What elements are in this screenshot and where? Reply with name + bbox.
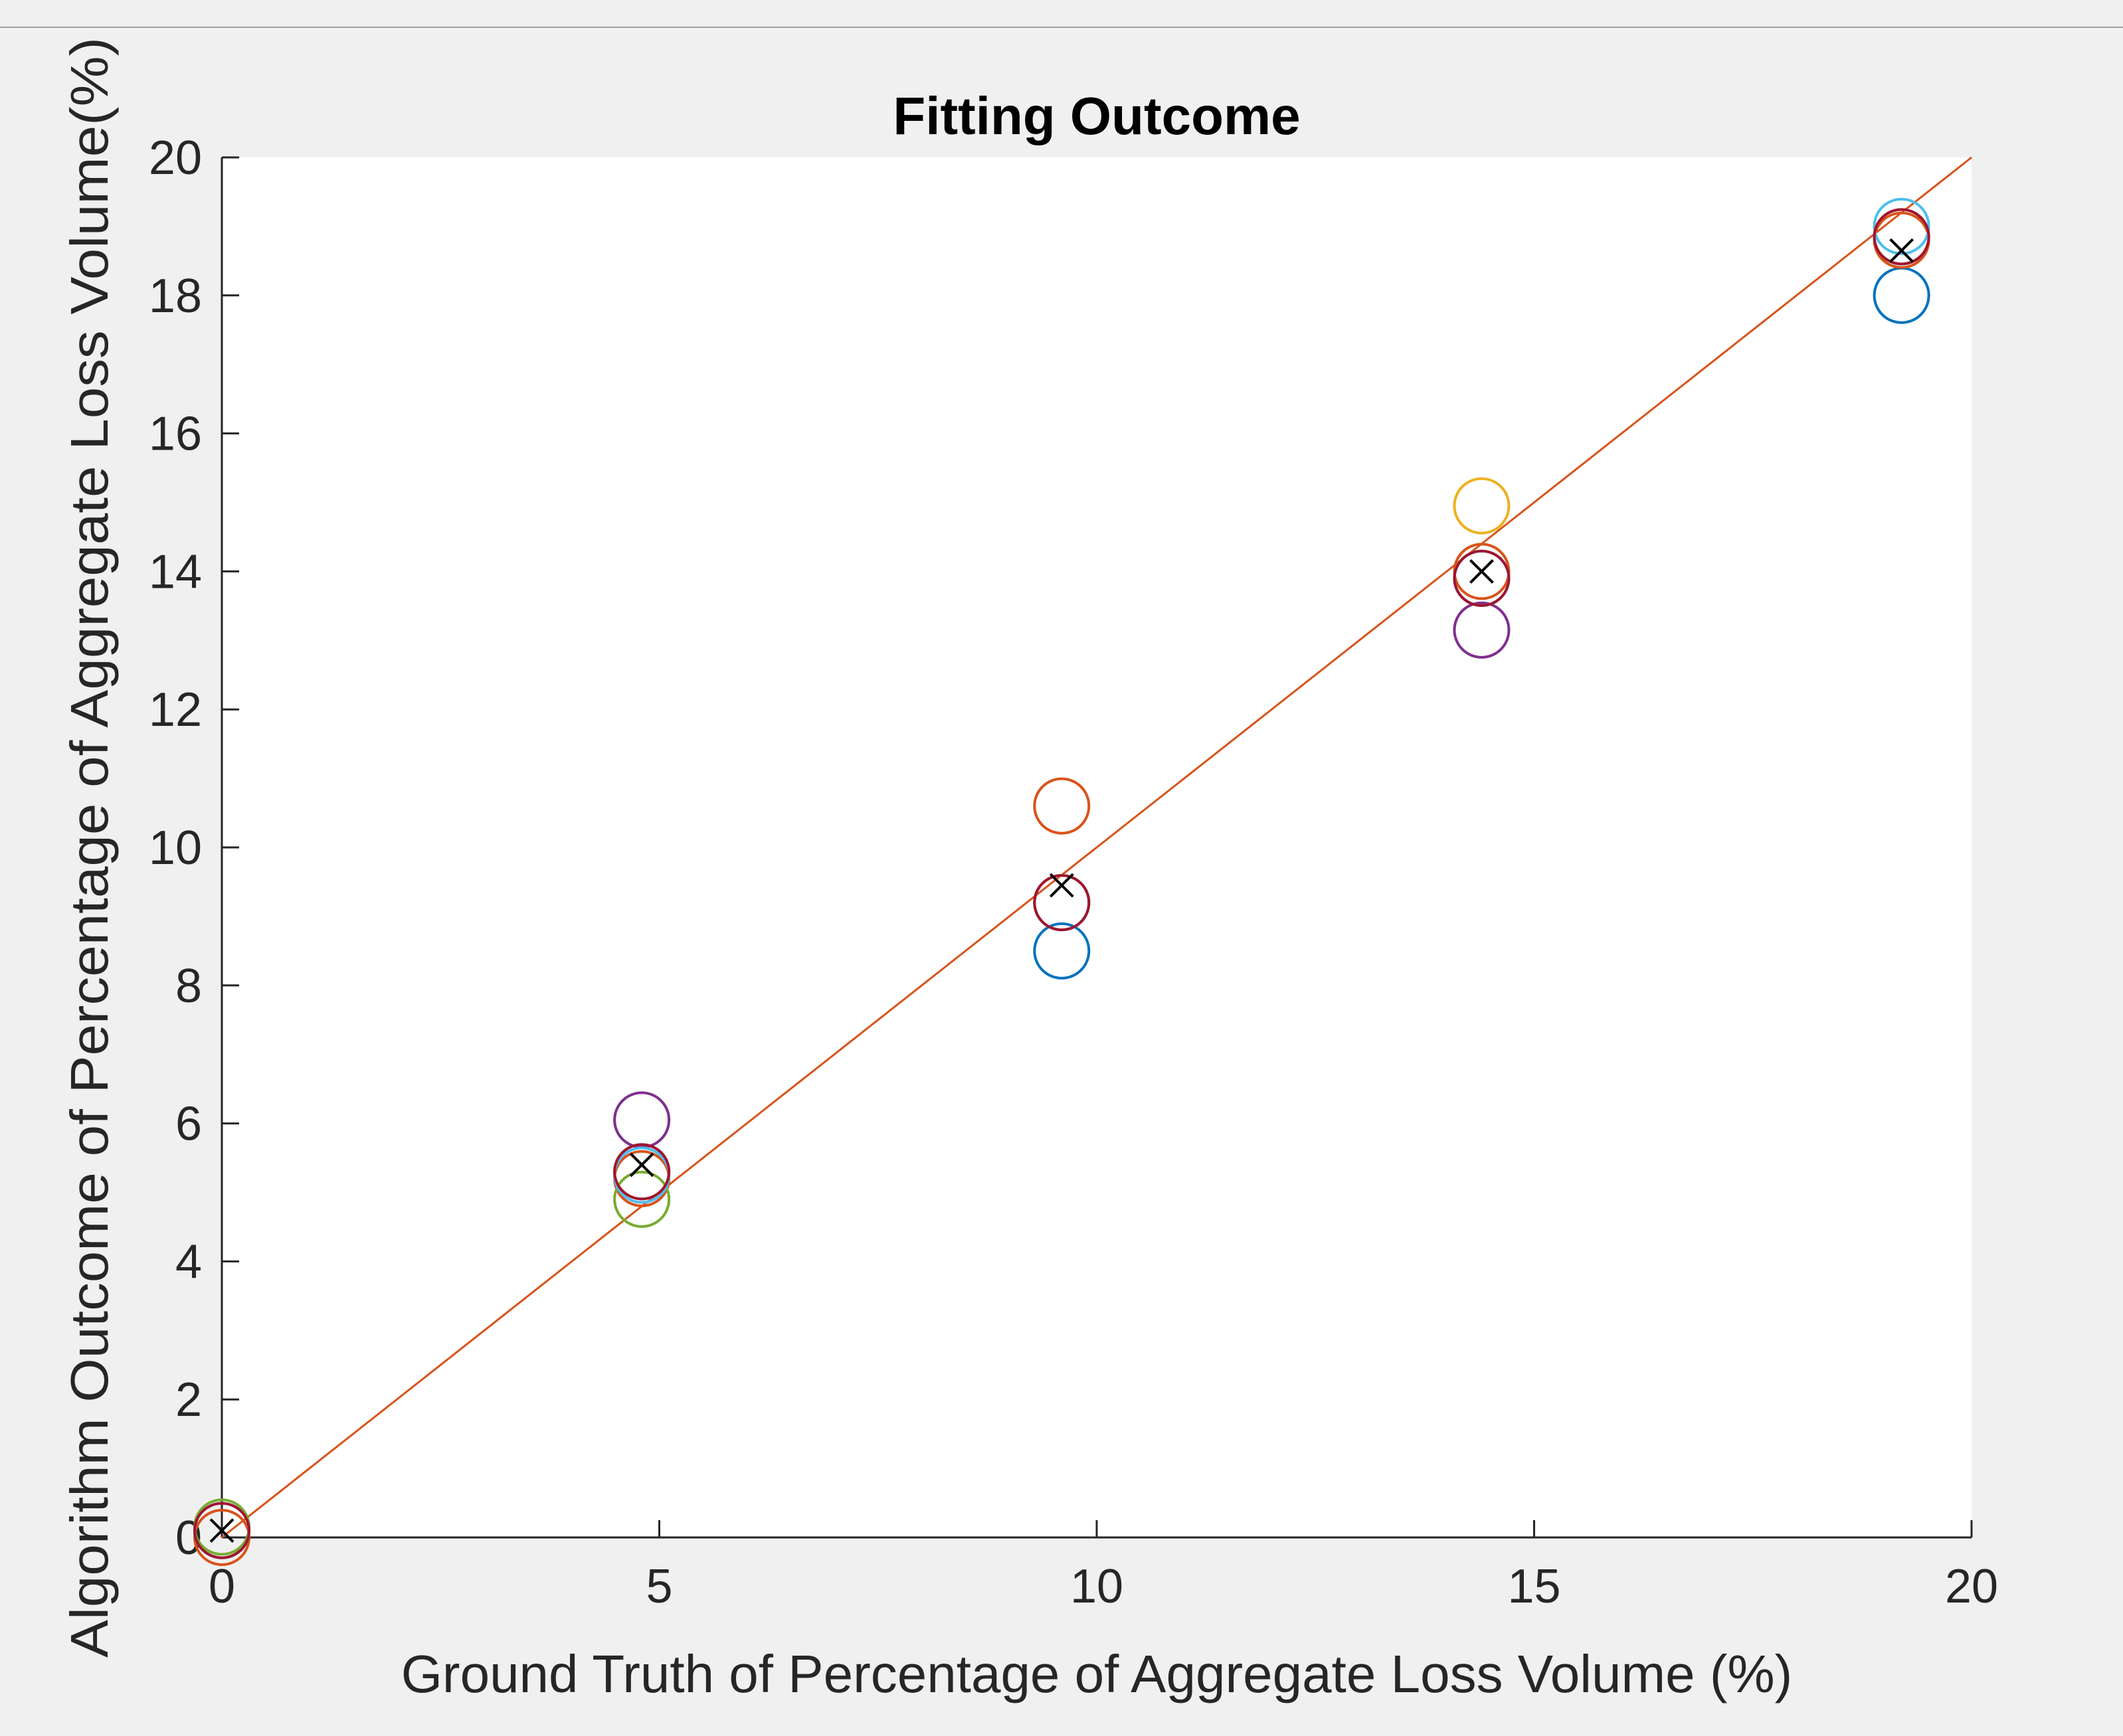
chart-title: Fitting Outcome xyxy=(893,86,1300,145)
x-tick-label: 15 xyxy=(1507,1560,1560,1613)
x-axis-label: Ground Truth of Percentage of Aggregate … xyxy=(401,1644,1793,1703)
x-tick-label: 0 xyxy=(209,1560,235,1613)
x-marker-stroke xyxy=(1889,238,1914,263)
mean-x-marker xyxy=(1049,873,1074,898)
series-green-point xyxy=(613,1170,671,1228)
data-marks xyxy=(193,197,1930,1566)
y-tick-label: 8 xyxy=(175,960,202,1013)
y-axis-label: Algorithm Outcome of Percentage of Aggre… xyxy=(60,37,119,1658)
x-tick-label: 10 xyxy=(1070,1560,1123,1613)
mean-x-marker xyxy=(629,1152,654,1177)
series-red-point xyxy=(1453,549,1511,607)
x-marker-stroke xyxy=(629,1152,654,1177)
mean-x-marker xyxy=(1469,559,1494,584)
series-lightblue-point xyxy=(1873,197,1930,255)
y-tick-label: 16 xyxy=(149,408,202,461)
series-orange-point xyxy=(1033,777,1091,835)
fit-line xyxy=(221,156,1972,1539)
series-blue-point xyxy=(1033,922,1091,980)
x-marker-stroke xyxy=(1469,559,1494,584)
series-red-point xyxy=(613,1143,671,1201)
fit-line-group xyxy=(221,156,1972,1539)
x-tick-label: 5 xyxy=(646,1560,672,1613)
x-tick-label: 20 xyxy=(1945,1560,1998,1613)
series-purple-point xyxy=(1453,601,1511,659)
y-tick-label: 18 xyxy=(149,270,202,323)
y-tick-label: 20 xyxy=(149,131,202,185)
x-marker-stroke xyxy=(1049,873,1074,898)
mean-x-marker xyxy=(1889,238,1914,263)
series-red-group xyxy=(193,208,1930,1559)
y-tick-label: 10 xyxy=(149,822,202,875)
y-tick-label: 12 xyxy=(149,683,202,737)
window-top-border xyxy=(0,27,2123,28)
series-red-point xyxy=(1033,874,1091,932)
series-red-point xyxy=(1873,208,1930,266)
mean-group xyxy=(209,238,1914,1543)
y-tick-label: 2 xyxy=(175,1373,202,1427)
y-tick-label: 14 xyxy=(149,545,202,598)
series-yellow-point xyxy=(1453,477,1511,535)
mean-x-marker xyxy=(209,1518,234,1543)
y-tick-label: 6 xyxy=(175,1098,202,1151)
y-tick-label: 4 xyxy=(175,1235,202,1288)
x-marker-stroke xyxy=(209,1518,234,1543)
series-red-point xyxy=(193,1502,250,1559)
